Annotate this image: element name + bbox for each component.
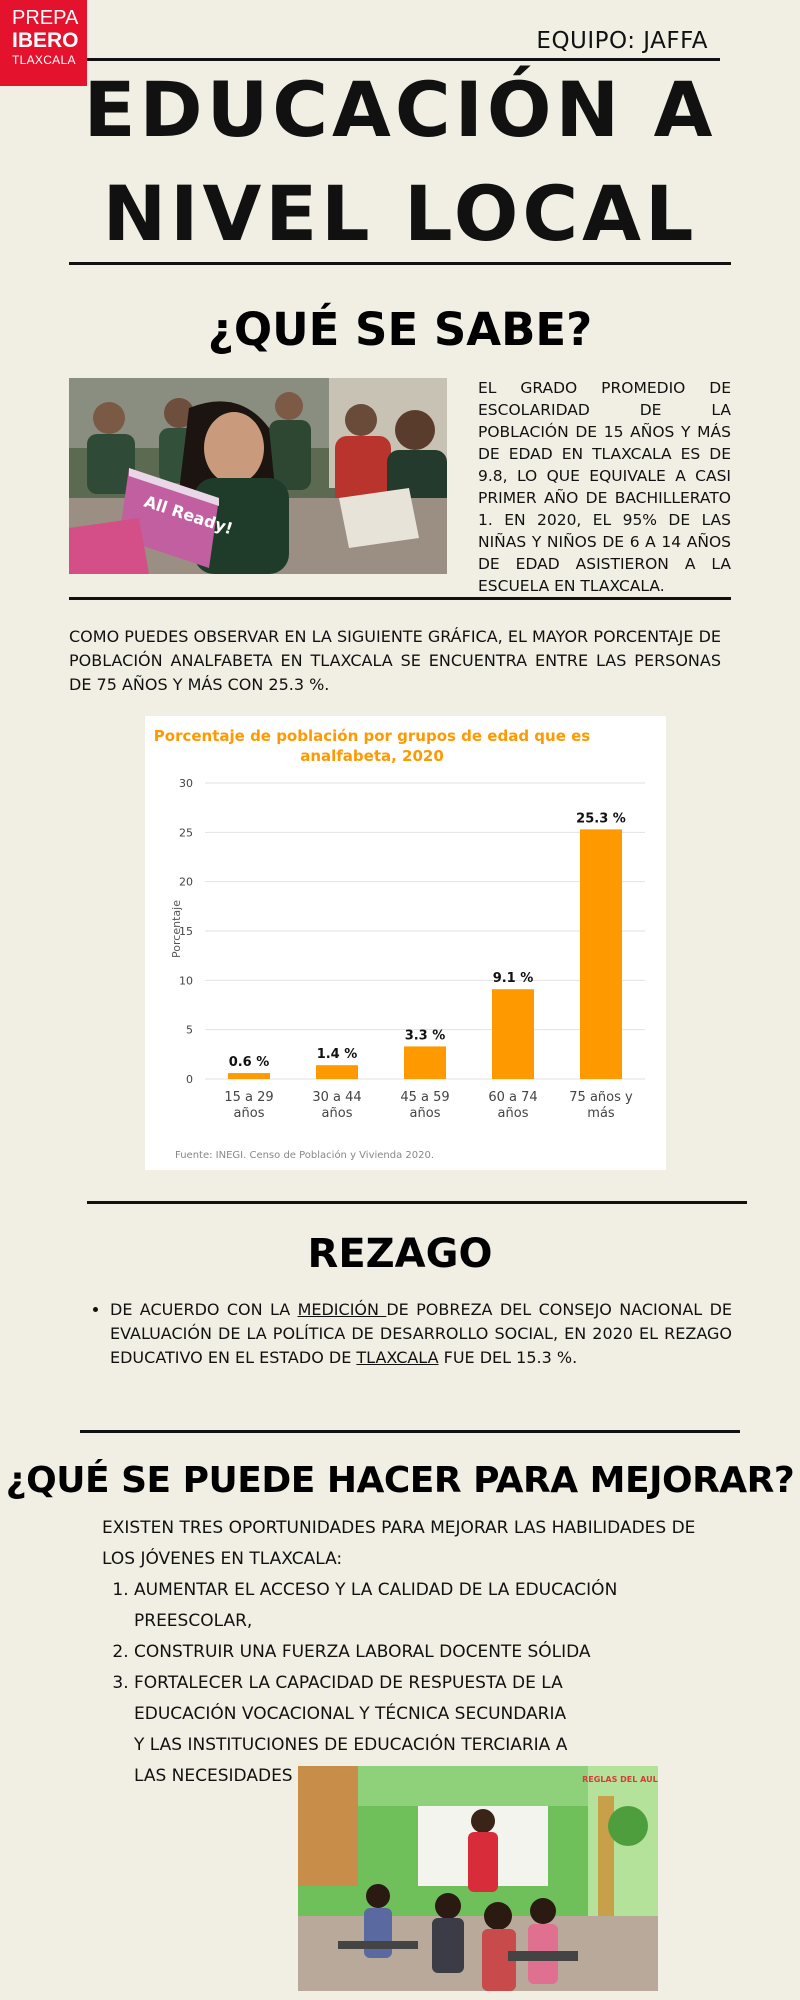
title-line1: EDUCACIÓN A xyxy=(83,65,717,154)
analfabeta-intro-text: COMO PUEDES OBSERVAR EN LA SIGUIENTE GRÁ… xyxy=(69,627,721,694)
x-tick-label: más xyxy=(587,1106,615,1121)
logo-line2: IBERO xyxy=(12,29,79,52)
x-tick-label: años xyxy=(498,1106,529,1121)
chart-svg: Porcentaje de población por grupos de ed… xyxy=(154,727,645,1161)
mejorar-intro-text: EXISTEN TRES OPORTUNIDADES PARA MEJORAR … xyxy=(102,1518,696,1569)
section2-divider xyxy=(87,1201,747,1204)
rezago-bullet-item: DE ACUERDO CON LA MEDICIÓN DE POBREZA DE… xyxy=(110,1298,732,1370)
mejorar-list: AUMENTAR EL ACCESO Y LA CALIDAD DE LA ED… xyxy=(112,1575,722,1792)
grado-promedio-text: EL GRADO PROMEDIO DE ESCOLARIDAD DE LA P… xyxy=(478,379,731,595)
chart-source: Fuente: INEGI. Censo de Población y Vivi… xyxy=(175,1149,434,1161)
chart-data-labels: 0.6 % 1.4 % 3.3 % 9.1 % 25.3 % xyxy=(229,811,626,1070)
bar xyxy=(316,1065,358,1079)
x-tick-label: años xyxy=(234,1106,265,1121)
bar-data-label: 1.4 % xyxy=(317,1047,358,1062)
rezago-text-2: DE POBREZA DEL CONSEJO NACIONAL DE EVALU… xyxy=(110,1300,733,1367)
rezago-text-1: DE ACUERDO CON LA xyxy=(110,1300,298,1319)
bar-data-label: 3.3 % xyxy=(405,1028,446,1043)
classroom-photo: REGLAS DEL AULA xyxy=(298,1766,658,1991)
y-tick-label: 20 xyxy=(179,876,193,889)
bar-data-label: 25.3 % xyxy=(576,811,626,826)
mejorar-item-1: AUMENTAR EL ACCESO Y LA CALIDAD DE LA ED… xyxy=(134,1575,722,1637)
chart-title-line1: Porcentaje de población por grupos de ed… xyxy=(154,727,590,745)
y-tick-label: 10 xyxy=(179,974,193,987)
rezago-bullet-list: DE ACUERDO CON LA MEDICIÓN DE POBREZA DE… xyxy=(90,1298,732,1370)
y-tick-label: 15 xyxy=(179,925,193,938)
y-tick-label: 30 xyxy=(179,777,193,790)
chart-bars xyxy=(228,829,622,1079)
rezago-text-3: FUE DEL 15.3 %. xyxy=(438,1348,578,1367)
x-tick-label: años xyxy=(410,1106,441,1121)
bar xyxy=(404,1046,446,1079)
prepa-ibero-logo: PREPA IBERO TLAXCALA xyxy=(0,0,87,86)
bar-data-label: 9.1 % xyxy=(493,971,534,986)
tlaxcala-link[interactable]: TLAXCALA xyxy=(356,1348,439,1367)
x-tick-label: 30 a 44 xyxy=(312,1090,361,1105)
x-tick-label: 15 a 29 xyxy=(224,1090,273,1105)
page-title: EDUCACIÓN A NIVEL LOCAL xyxy=(0,58,800,266)
section-heading-mejorar: ¿QUÉ SE PUEDE HACER PARA MEJORAR? xyxy=(5,1460,795,1501)
x-tick-label: 60 a 74 xyxy=(488,1090,537,1105)
y-tick-label: 5 xyxy=(186,1024,193,1037)
y-tick-label: 0 xyxy=(186,1073,193,1086)
section-heading-rezago: REZAGO xyxy=(307,1231,493,1277)
students-reading-photo: All Ready! xyxy=(69,378,447,574)
x-tick-label: 75 años y xyxy=(569,1090,633,1105)
bar xyxy=(228,1073,270,1079)
illiteracy-bar-chart: Porcentaje de población por grupos de ed… xyxy=(145,716,666,1170)
mejorar-item-2: CONSTRUIR UNA FUERZA LABORAL DOCENTE SÓL… xyxy=(134,1637,722,1668)
section3-divider xyxy=(80,1430,740,1433)
y-tick-label: 25 xyxy=(179,826,193,839)
mejorar-item-3: FORTALECER LA CAPACIDAD DE RESPUESTA DE … xyxy=(134,1668,722,1792)
classroom-board-text: REGLAS DEL AULA xyxy=(582,1775,658,1784)
section1-divider xyxy=(69,597,731,600)
title-divider xyxy=(69,262,731,265)
title-line2: NIVEL LOCAL xyxy=(102,169,698,258)
team-label: EQUIPO: JAFFA xyxy=(536,28,708,54)
chart-y-ticks: 0 5 10 15 20 25 30 xyxy=(179,777,193,1086)
top-divider xyxy=(87,58,720,61)
medicion-link[interactable]: MEDICIÓN xyxy=(297,1300,387,1319)
chart-y-axis-label: Porcentaje xyxy=(170,900,183,958)
logo-line1: PREPA xyxy=(12,7,79,29)
bar-data-label: 0.6 % xyxy=(229,1055,270,1070)
bar xyxy=(492,989,534,1079)
chart-gridlines xyxy=(205,782,645,1080)
x-tick-label: años xyxy=(322,1106,353,1121)
section-heading-que-se-sabe: ¿QUÉ SE SABE? xyxy=(207,303,593,356)
bar xyxy=(580,829,622,1079)
x-tick-label: 45 a 59 xyxy=(400,1090,449,1105)
chart-title-line2: analfabeta, 2020 xyxy=(300,747,444,765)
logo-line3: TLAXCALA xyxy=(12,53,76,67)
